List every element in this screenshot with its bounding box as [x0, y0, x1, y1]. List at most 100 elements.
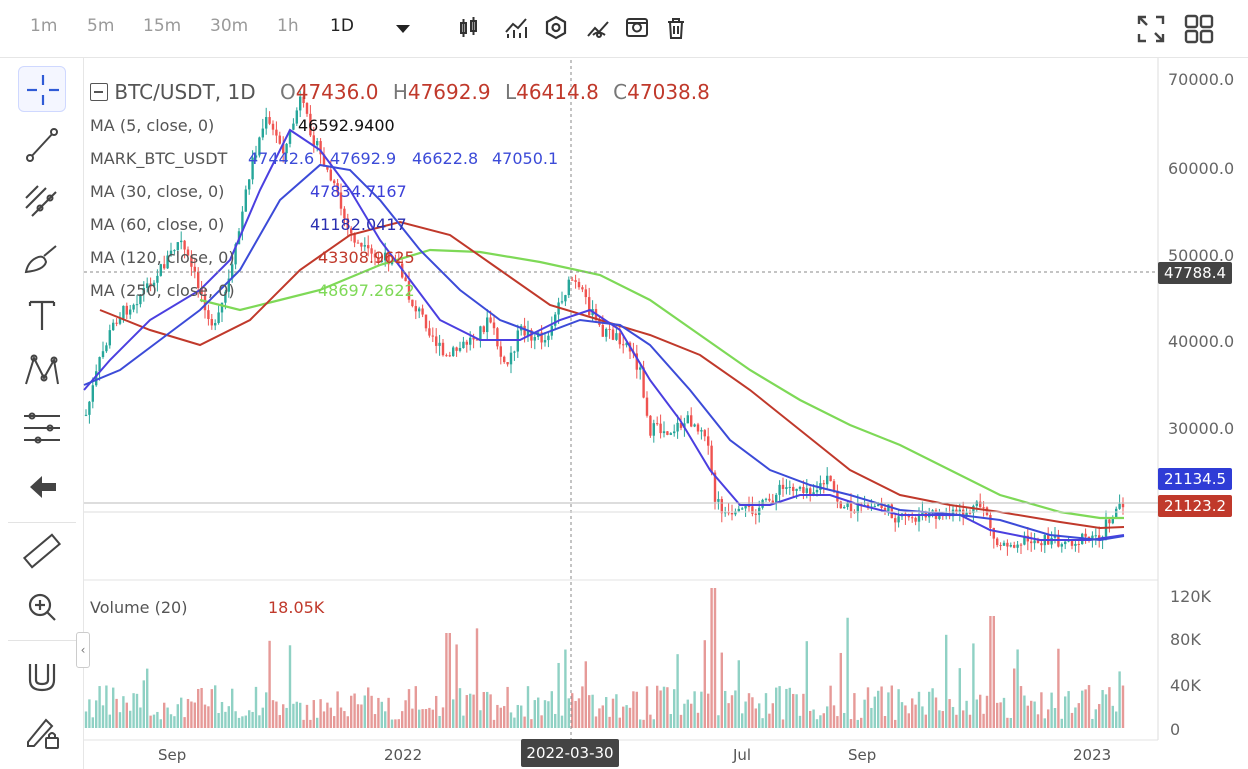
volume-bar — [945, 634, 948, 728]
ma250-legend: MA (250, close, 0) 48697.2622 — [90, 281, 415, 300]
candle-body — [717, 499, 720, 502]
volume-bar — [588, 695, 591, 728]
collapse-panel-handle[interactable]: ‹ — [76, 632, 90, 668]
candle-body — [734, 511, 737, 515]
volume-bar — [346, 716, 349, 728]
mark-value-2: 47692.9 — [330, 149, 397, 168]
volume-bar — [962, 710, 965, 728]
candle-body — [798, 486, 802, 489]
candle-body — [836, 490, 839, 502]
candlestick-type-icon[interactable] — [456, 14, 482, 42]
screenshot-icon[interactable] — [624, 14, 650, 42]
ma30-value: 47834.7167 — [310, 182, 407, 201]
candle-body — [914, 517, 917, 522]
back-arrow-icon[interactable] — [18, 464, 66, 510]
magnet-icon[interactable] — [18, 654, 66, 700]
volume-bar — [186, 698, 190, 728]
timeframe-15m[interactable]: 15m — [143, 16, 182, 36]
zoom-in-icon[interactable] — [18, 584, 66, 630]
volume-bar — [326, 702, 329, 728]
candle-body — [105, 345, 108, 352]
timeframe-dropdown-icon[interactable] — [390, 14, 416, 42]
indicators-icon[interactable] — [503, 14, 529, 42]
candle-body — [135, 304, 139, 306]
candle-body — [278, 135, 281, 144]
volume-bar — [594, 716, 598, 728]
volume-bar — [877, 690, 880, 728]
candle-body — [795, 488, 798, 491]
drawing-toolbar — [0, 58, 84, 769]
volume-bar — [129, 710, 132, 728]
volume-bar — [1026, 705, 1029, 728]
candle-body — [992, 527, 995, 539]
candle-body — [584, 289, 587, 298]
trash-icon[interactable] — [663, 14, 689, 42]
candle-body — [866, 504, 870, 508]
candle-body — [849, 502, 853, 512]
candle-body — [591, 309, 594, 316]
collapse-legend-icon[interactable] — [90, 83, 108, 101]
candle-body — [625, 342, 628, 346]
ruler-icon[interactable] — [18, 528, 66, 574]
fib-tool-icon[interactable] — [18, 404, 66, 450]
timeframe-30m[interactable]: 30m — [210, 16, 249, 36]
volume-bar — [696, 712, 700, 728]
candle-body — [180, 240, 183, 243]
candle-body — [241, 211, 244, 232]
lock-drawing-icon[interactable] — [18, 708, 66, 754]
timeframe-1m[interactable]: 1m — [30, 16, 58, 36]
candle-body — [265, 117, 268, 129]
trend-line-icon[interactable] — [18, 122, 66, 168]
candle-body — [1081, 533, 1084, 545]
candle-body — [758, 507, 761, 515]
ohlc-low: 46414.8 — [516, 80, 599, 104]
candle-body — [839, 501, 842, 509]
volume-bar — [792, 693, 795, 728]
candle-body — [1002, 542, 1006, 546]
volume-bar — [992, 616, 995, 728]
volume-bar — [472, 694, 475, 728]
fullscreen-icon[interactable] — [1136, 14, 1166, 43]
candle-body — [720, 499, 723, 514]
text-tool-icon[interactable] — [18, 292, 66, 338]
ma-line-blue-slow — [83, 163, 1125, 542]
volume-bar — [465, 695, 468, 728]
volume-bar — [567, 698, 570, 728]
volume-bar — [241, 716, 244, 728]
timeframe-1h[interactable]: 1h — [277, 16, 299, 36]
crosshair-icon[interactable] — [18, 66, 66, 112]
pattern-tool-icon[interactable] — [18, 348, 66, 394]
volume-bar — [591, 694, 594, 728]
volume-bar — [775, 687, 778, 728]
candle-body — [608, 328, 611, 330]
candle-body — [1053, 534, 1057, 538]
candle-body — [1023, 535, 1026, 545]
hexagon-settings-icon[interactable] — [543, 14, 569, 42]
candle-body — [955, 509, 958, 512]
time-axis-label: Sep — [848, 746, 877, 764]
volume-bar — [125, 702, 128, 728]
volume-bar — [900, 702, 904, 728]
volume-bar — [203, 704, 207, 728]
timeframe-5m[interactable]: 5m — [87, 16, 115, 36]
volume-bar — [428, 707, 431, 728]
volume-label: Volume (20) — [90, 598, 188, 617]
volume-bar — [758, 703, 761, 728]
volume-bar — [785, 688, 788, 728]
drawing-visibility-icon[interactable] — [585, 14, 611, 42]
brush-icon[interactable] — [18, 236, 66, 282]
volume-bar — [1040, 692, 1043, 728]
candle-body — [543, 340, 547, 343]
layout-grid-icon[interactable] — [1184, 14, 1214, 44]
volume-bar — [577, 698, 581, 728]
timeframe-1d[interactable]: 1D — [330, 16, 354, 36]
candle-body — [710, 445, 713, 473]
candle-body — [1101, 536, 1104, 541]
volume-bar — [288, 645, 292, 728]
parallel-channel-icon[interactable] — [18, 178, 66, 224]
volume-bar — [302, 719, 305, 728]
volume-bar — [350, 695, 353, 728]
volume-bar — [305, 704, 309, 728]
candle-body — [771, 500, 774, 504]
volume-bar — [533, 700, 536, 728]
